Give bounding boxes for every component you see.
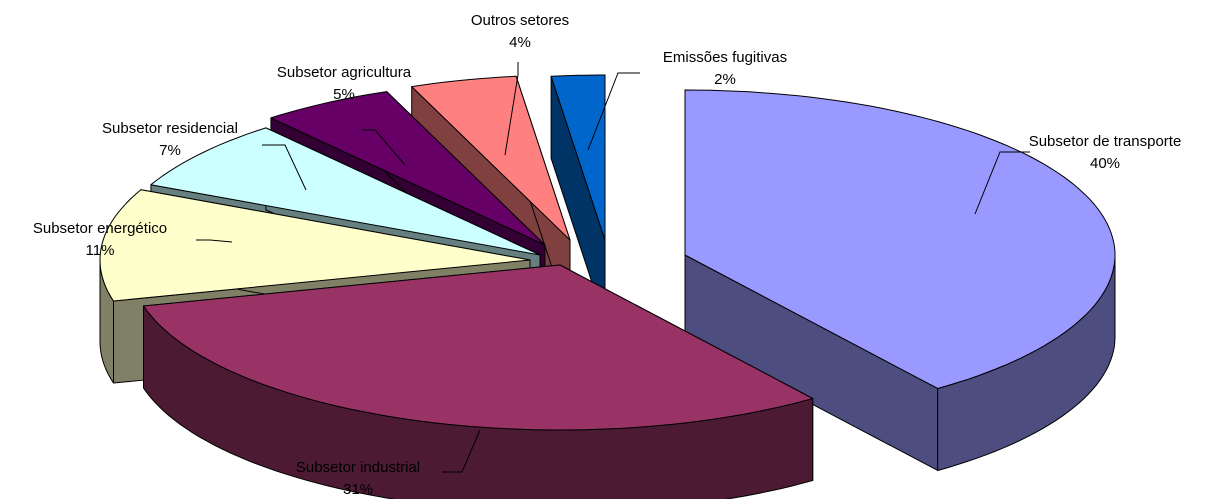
slice-percent-label: 7% — [159, 142, 181, 159]
leader-line — [974, 151, 1030, 215]
pie-slice-top — [684, 89, 1116, 389]
slice-label: Subsetor energético — [33, 220, 167, 237]
pie-slice-top — [150, 127, 541, 256]
slice-percent-label: 2% — [714, 71, 736, 88]
slice-label: Subsetor de transporte — [1029, 133, 1182, 150]
slice-percent-label: 4% — [509, 34, 531, 51]
pie-slice-top — [143, 264, 814, 431]
pie-slice-2 — [143, 264, 814, 499]
leader-line — [362, 129, 406, 166]
pie-slice-top — [270, 91, 546, 246]
leader-lines — [196, 62, 1030, 473]
slice-percent-label: 11% — [86, 242, 115, 259]
pie-slice-top — [550, 74, 606, 241]
pie-slice-1 — [684, 89, 1116, 471]
slice-percent-label: 5% — [333, 86, 355, 103]
leader-line — [262, 144, 307, 191]
slice-label: Subsetor residencial — [102, 120, 238, 137]
leader-line — [587, 72, 640, 151]
slices-layer — [99, 74, 1116, 499]
pie-slice-top — [99, 189, 531, 302]
leader-line — [442, 429, 481, 473]
slice-label: Emissões fugitivas — [663, 49, 787, 66]
slice-percent-label: 40% — [1090, 155, 1120, 172]
leader-line — [504, 62, 519, 156]
slice-label: Outros setores — [471, 12, 569, 29]
slice-label: Subsetor agricultura — [277, 64, 412, 81]
slice-percent-label: 31% — [343, 481, 373, 498]
pie-slice-7 — [550, 74, 606, 323]
labels-layer: Subsetor de transporte 40% Subsetor indust… — [33, 12, 1181, 498]
pie-slice-top — [411, 75, 571, 241]
slice-label: Subsetor industrial — [296, 459, 420, 476]
leader-line — [196, 239, 233, 243]
